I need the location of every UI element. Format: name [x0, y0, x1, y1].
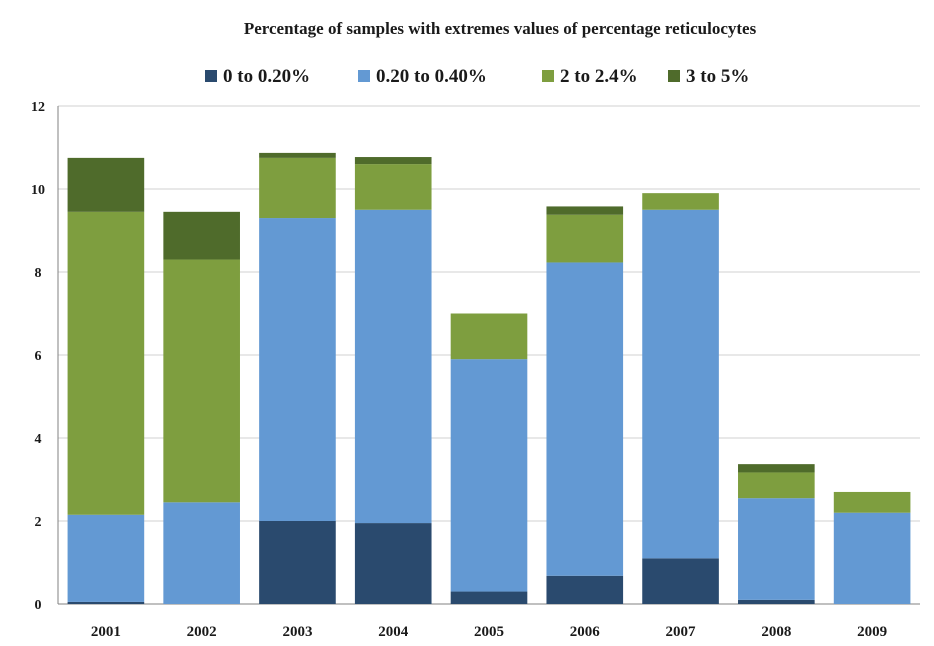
x-tick-label: 2006	[570, 624, 601, 640]
bar-stack-2008	[738, 464, 815, 604]
bar-segment-2001-series-0	[67, 601, 145, 604]
x-tick-label: 2008	[761, 624, 791, 640]
bar-segment-2002-series-3	[163, 211, 240, 260]
bar-stack-2001	[67, 157, 145, 604]
bar-segment-2009-series-2	[833, 491, 911, 513]
bars	[67, 152, 911, 604]
legend-item: 3 to 5%	[668, 66, 749, 87]
legend-swatch	[542, 70, 554, 82]
legend: 0 to 0.20% 0.20 to 0.40% 2 to 2.4% 3 to 5%	[205, 66, 749, 87]
bar-segment-2008-series-3	[738, 464, 815, 473]
bar-segment-2002-series-1	[163, 502, 240, 604]
bar-stack-2005	[450, 313, 528, 604]
x-tick-label: 2005	[474, 624, 504, 640]
bar-segment-2001-series-2	[67, 211, 145, 515]
legend-label: 2 to 2.4%	[560, 66, 638, 87]
bar-segment-2005-series-0	[450, 591, 528, 604]
bar-segment-2004-series-0	[354, 523, 432, 604]
bar-segment-2006-series-0	[546, 575, 624, 604]
y-tick-label: 8	[35, 266, 42, 281]
bar-segment-2008-series-1	[738, 498, 815, 600]
bar-segment-2004-series-1	[354, 209, 432, 524]
bar-segment-2006-series-3	[546, 206, 624, 215]
bar-stack-2004	[354, 157, 432, 604]
bar-segment-2002-series-2	[163, 259, 240, 503]
chart-title: Percentage of samples with extremes valu…	[244, 19, 757, 38]
legend-label: 0 to 0.20%	[223, 66, 310, 87]
legend-item: 0 to 0.20%	[205, 66, 310, 87]
bar-segment-2007-series-0	[642, 558, 719, 604]
x-tick-label: 2004	[378, 624, 409, 640]
bar-segment-2003-series-1	[259, 218, 336, 522]
bar-segment-2009-series-1	[833, 512, 911, 604]
y-tick-label: 2	[35, 515, 42, 530]
bar-stack-2007	[642, 193, 719, 604]
bar-segment-2006-series-2	[546, 214, 624, 263]
bar-segment-2001-series-1	[67, 514, 145, 602]
bar-stack-2003	[259, 152, 336, 604]
y-tick-label: 4	[35, 432, 42, 447]
y-tick-label: 10	[31, 183, 45, 198]
bar-segment-2008-series-2	[738, 472, 815, 499]
bar-stack-2006	[546, 206, 624, 604]
bar-segment-2005-series-2	[450, 313, 528, 360]
x-tick-label: 2002	[187, 624, 217, 640]
legend-swatch	[668, 70, 680, 82]
legend-label: 3 to 5%	[686, 66, 749, 87]
bar-segment-2001-series-3	[67, 157, 145, 212]
bar-segment-2003-series-2	[259, 157, 336, 219]
x-tick-label: 2003	[282, 624, 312, 640]
legend-item: 0.20 to 0.40%	[358, 66, 487, 87]
legend-label: 0.20 to 0.40%	[376, 66, 487, 87]
y-tick-label: 6	[35, 349, 42, 364]
bar-stack-2002	[163, 211, 240, 604]
bar-segment-2005-series-1	[450, 359, 528, 592]
legend-item: 2 to 2.4%	[542, 66, 638, 87]
x-tick-label: 2001	[91, 624, 121, 640]
bar-segment-2007-series-1	[642, 209, 719, 559]
bar-segment-2004-series-3	[354, 157, 432, 165]
bar-stack-2009	[833, 491, 911, 604]
x-tick-label: 2007	[666, 624, 697, 640]
bar-segment-2004-series-2	[354, 164, 432, 210]
legend-swatch	[358, 70, 370, 82]
x-axis: 2001 2002 2003 2004 2005 2006 2007 2008 2009	[91, 624, 887, 640]
x-tick-label: 2009	[857, 624, 887, 640]
y-tick-label: 12	[31, 100, 45, 115]
bar-segment-2006-series-1	[546, 262, 624, 576]
bar-segment-2008-series-0	[738, 599, 815, 604]
bar-segment-2003-series-3	[259, 152, 336, 158]
bar-segment-2003-series-0	[259, 521, 336, 604]
bar-segment-2007-series-2	[642, 193, 719, 210]
y-tick-label: 0	[35, 598, 42, 613]
legend-swatch	[205, 70, 217, 82]
